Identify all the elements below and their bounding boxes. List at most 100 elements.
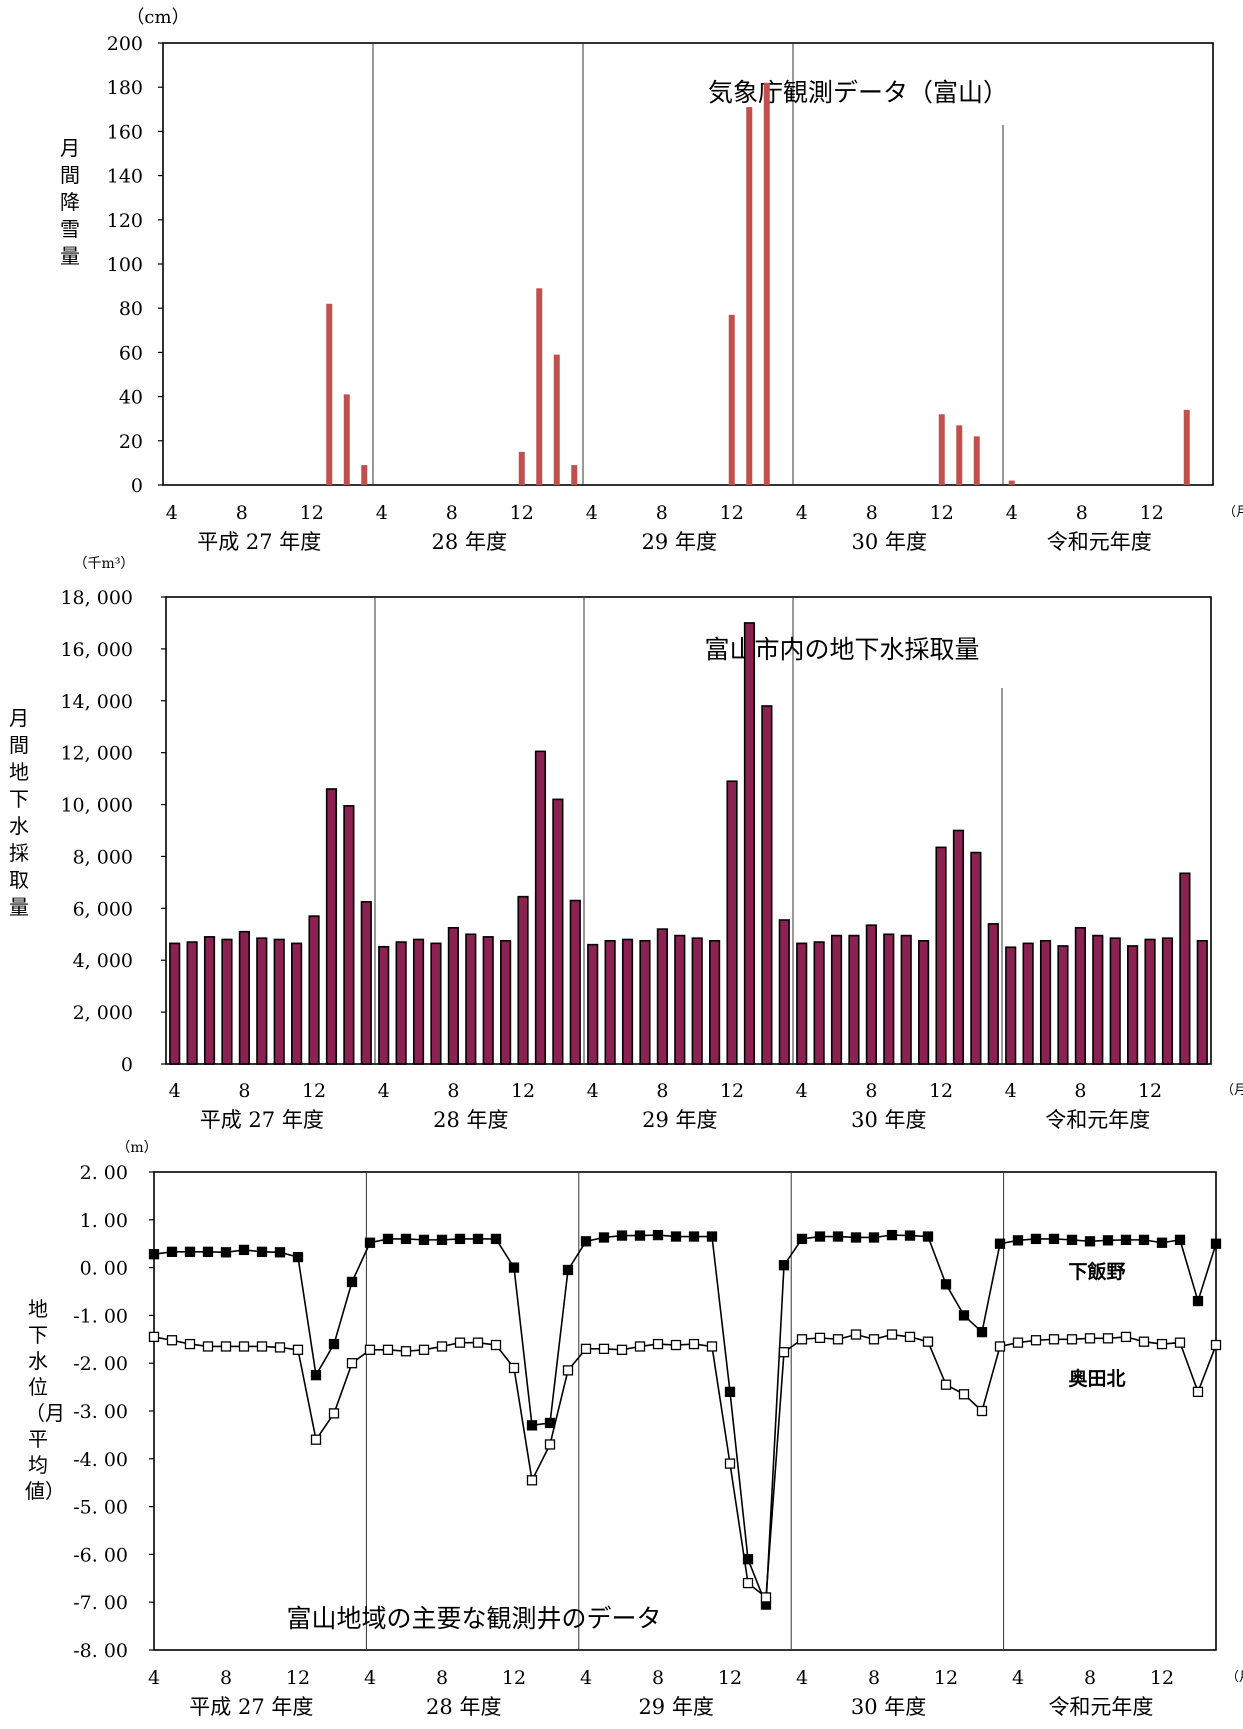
water-bar [1005, 946, 1017, 1065]
snow-ytick-label: 40 [119, 387, 143, 409]
series-point-okudakita [454, 1337, 466, 1348]
series-point-shimoiino [1210, 1238, 1222, 1249]
series-point-shimoiino [562, 1264, 574, 1276]
series-point-shimoiino [652, 1229, 664, 1241]
series-point-shimoiino [382, 1233, 394, 1245]
snow-ytick-label: 160 [107, 121, 143, 143]
series-point-shimoiino [706, 1231, 718, 1242]
series-label-shimoiino: 下飯野 [1068, 1260, 1125, 1283]
water-xtick-label: 4 [587, 1080, 599, 1102]
series-point-okudakita [436, 1341, 448, 1352]
series-label-okudakita: 奥田北 [1068, 1367, 1125, 1390]
series-point-okudakita [1138, 1336, 1150, 1347]
series-point-shimoiino [274, 1247, 286, 1258]
snow-ytick-label: 140 [107, 166, 143, 188]
level-fiscal-year-label: 29 年度 [638, 1695, 713, 1719]
water-bar [203, 936, 216, 1065]
level-fiscal-year-label: 30 年度 [851, 1695, 926, 1719]
series-point-okudakita [238, 1341, 250, 1352]
series-point-okudakita [850, 1329, 862, 1340]
snow-bar [1008, 480, 1015, 485]
water-bar [674, 934, 686, 1065]
series-point-shimoiino [454, 1233, 466, 1245]
series-point-okudakita [544, 1439, 556, 1450]
series-point-okudakita [1012, 1337, 1024, 1348]
series-point-shimoiino [868, 1232, 880, 1243]
water-bar [1092, 934, 1104, 1065]
series-point-okudakita [904, 1331, 916, 1343]
series-point-shimoiino [310, 1370, 322, 1381]
level-xtick-label: 8 [1084, 1667, 1096, 1689]
series-point-shimoiino [1102, 1235, 1114, 1246]
series-point-okudakita [994, 1341, 1006, 1352]
series-point-okudakita [940, 1379, 952, 1390]
water-bar [343, 805, 355, 1065]
water-ytick-label: 10, 000 [60, 795, 133, 817]
level-ytick-label: -4. 00 [73, 1449, 128, 1471]
snow-bar [973, 436, 980, 485]
water-bar [656, 928, 668, 1065]
water-bar [743, 622, 756, 1065]
snow-fiscal-year-label: 30 年度 [852, 530, 927, 554]
water-ytick-label: 8, 000 [73, 846, 133, 868]
snow-xtick-label: 12 [1140, 502, 1164, 524]
water-bar [709, 939, 721, 1065]
level-xtick-label: 12 [286, 1667, 310, 1689]
series-point-shimoiino [1030, 1233, 1042, 1245]
level-ytick-label: -6. 00 [73, 1544, 128, 1566]
water-bar [918, 939, 930, 1065]
series-point-shimoiino [1084, 1236, 1096, 1247]
water-bar [447, 926, 459, 1065]
series-point-okudakita [1084, 1333, 1096, 1344]
series-point-shimoiino [814, 1231, 826, 1242]
series-point-okudakita [688, 1338, 700, 1350]
series-point-shimoiino [1012, 1235, 1024, 1246]
series-point-okudakita [364, 1344, 376, 1355]
series-point-shimoiino [670, 1231, 682, 1242]
series-point-okudakita [778, 1347, 790, 1358]
level-month-unit: （月） [1226, 1670, 1243, 1685]
level-ytick-label: -1. 00 [73, 1305, 128, 1327]
level-xtick-label: 12 [934, 1667, 958, 1689]
water-bar [569, 899, 581, 1065]
snow-bar [956, 425, 963, 485]
water-ytick-label: 6, 000 [73, 898, 133, 920]
series-point-okudakita [814, 1332, 826, 1344]
level-ytick-label: 0. 00 [80, 1258, 128, 1280]
series-point-okudakita [472, 1337, 484, 1348]
series-point-okudakita [1156, 1338, 1168, 1350]
water-bar [830, 934, 843, 1065]
snow-xtick-label: 12 [300, 502, 324, 524]
snow-xtick-label: 4 [166, 502, 178, 524]
water-ytick-label: 0 [121, 1054, 133, 1076]
series-point-okudakita [868, 1334, 880, 1345]
water-bar [865, 924, 877, 1065]
water-bar [1196, 939, 1208, 1065]
waterlevel-ylabel: 地下水位（月平均値） [25, 1297, 65, 1503]
water-bar [935, 846, 947, 1065]
snow-unit-label: （cm） [126, 7, 189, 28]
water-bar [1057, 945, 1069, 1065]
series-point-okudakita [562, 1365, 574, 1376]
series-point-shimoiino [526, 1420, 538, 1431]
series-point-okudakita [490, 1339, 502, 1351]
water-bar [552, 798, 564, 1065]
series-point-shimoiino [1192, 1295, 1204, 1307]
series-point-okudakita [886, 1329, 898, 1340]
water-xtick-label: 12 [1138, 1080, 1162, 1102]
water-fiscal-year-label: 29 年度 [642, 1108, 717, 1132]
series-point-shimoiino [742, 1554, 754, 1565]
snow-xtick-label: 12 [720, 502, 744, 524]
series-point-shimoiino [688, 1231, 700, 1242]
water-xtick-label: 8 [1074, 1080, 1086, 1102]
series-point-okudakita [1102, 1333, 1114, 1344]
water-bar [430, 942, 442, 1065]
series-point-shimoiino [436, 1234, 448, 1246]
series-point-shimoiino [364, 1237, 376, 1248]
series-point-shimoiino [994, 1238, 1006, 1249]
snow-ytick-label: 120 [107, 210, 143, 232]
level-xtick-label: 8 [220, 1667, 232, 1689]
series-point-shimoiino [490, 1233, 502, 1245]
water-unit-label: （千m³） [74, 556, 135, 572]
